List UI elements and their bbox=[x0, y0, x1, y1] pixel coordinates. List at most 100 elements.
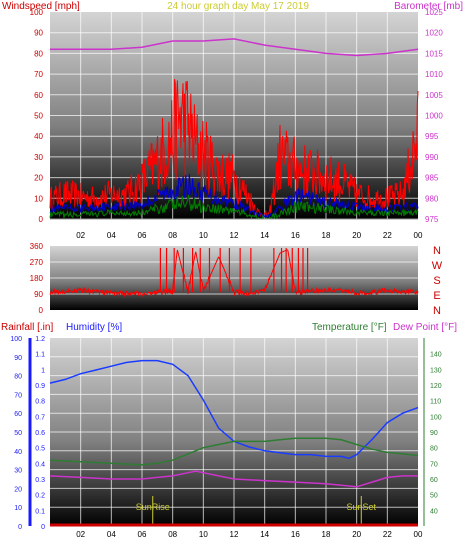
temperature-y-tick-label: 50 bbox=[430, 493, 438, 500]
wind-x-tick-label: 04 bbox=[107, 231, 116, 240]
barometer-series-line bbox=[50, 38, 419, 57]
sunrise-label: SunRise bbox=[136, 502, 170, 512]
wind-x-tick-label: 14 bbox=[260, 231, 269, 240]
barometer-y-tick-label: 995 bbox=[425, 132, 439, 141]
windspeed-series-line bbox=[49, 79, 419, 219]
barometer-axis-title: Barometer [mb] bbox=[394, 1, 463, 12]
wind-x-tick-label: 06 bbox=[138, 231, 147, 240]
humidity-x-tick-label: 04 bbox=[107, 530, 116, 539]
rainfall-y-tick-label: 0.5 bbox=[35, 446, 45, 453]
barometer-y-tick-label: 985 bbox=[425, 174, 439, 183]
windspeed-y-tick-label: 90 bbox=[34, 29, 43, 38]
humidity-axis-title: Humidity [%] bbox=[66, 322, 122, 333]
wind-x-tick-label: 12 bbox=[230, 231, 239, 240]
compass-label: N bbox=[433, 245, 441, 257]
humidity-y-tick-label: 90 bbox=[14, 355, 22, 362]
humidity-x-tick-label: 08 bbox=[168, 530, 177, 539]
humidity-x-tick-label: 20 bbox=[352, 530, 361, 539]
humidity-y-tick-label: 0 bbox=[18, 524, 22, 531]
rainfall-y-tick-label: 0.7 bbox=[35, 414, 45, 421]
rainfall-y-tick-label: 0.4 bbox=[35, 461, 45, 468]
temperature-y-tick-label: 110 bbox=[430, 399, 441, 406]
temperature-y-tick-label: 100 bbox=[430, 414, 442, 421]
wind-x-tick-label: 16 bbox=[291, 231, 300, 240]
windspeed-y-tick-label: 50 bbox=[34, 112, 43, 121]
humidity-y-tick-label: 20 bbox=[14, 486, 22, 493]
humidity-x-tick-label: 10 bbox=[199, 530, 208, 539]
humidity-x-tick-label: 06 bbox=[138, 530, 147, 539]
sunset-label: SunSet bbox=[347, 502, 377, 512]
barometer-y-tick-label: 1010 bbox=[425, 70, 443, 79]
wind-x-tick-label: 20 bbox=[352, 231, 361, 240]
humidity-x-tick-label: 18 bbox=[322, 530, 331, 539]
wind-x-tick-label: 08 bbox=[168, 231, 177, 240]
humidity-y-tick-label: 70 bbox=[14, 392, 22, 399]
temperature-y-tick-label: 40 bbox=[430, 508, 438, 515]
humidity-y-tick-label: 100 bbox=[10, 336, 22, 343]
wind-barometer-panel: 0102030405060708090100975980985990995100… bbox=[30, 8, 444, 240]
compass-label: N bbox=[433, 305, 441, 317]
barometer-y-tick-label: 990 bbox=[425, 153, 439, 162]
average-series-line bbox=[49, 194, 419, 220]
rainfall-y-tick-label: 1.1 bbox=[35, 352, 45, 359]
windspeed-y-tick-label: 60 bbox=[34, 91, 43, 100]
humidity-x-tick-label: 00 bbox=[414, 530, 423, 539]
humidity-y-tick-label: 50 bbox=[14, 430, 22, 437]
direction-y-tick-label: 360 bbox=[30, 242, 44, 251]
humidity-y-tick-label: 30 bbox=[14, 468, 22, 475]
windspeed-y-tick-label: 70 bbox=[34, 70, 43, 79]
barometer-y-tick-label: 1020 bbox=[425, 29, 443, 38]
rainfall-y-tick-label: 0.3 bbox=[35, 477, 45, 484]
temperature-y-tick-label: 140 bbox=[430, 352, 442, 359]
humidity-x-tick-label: 16 bbox=[291, 530, 300, 539]
rainfall-y-tick-label: 0.2 bbox=[35, 493, 45, 500]
barometer-y-tick-label: 1025 bbox=[425, 8, 443, 17]
temperature-y-tick-label: 90 bbox=[430, 430, 438, 437]
humidity-x-tick-label: 02 bbox=[76, 530, 85, 539]
rainfall-y-tick-label: 1.2 bbox=[35, 336, 45, 343]
graph-title: 24 hour graph day May 17 2019 bbox=[167, 1, 309, 12]
rainfall-y-tick-label: 0 bbox=[41, 524, 45, 531]
barometer-y-tick-label: 1005 bbox=[425, 91, 443, 100]
dewpoint-axis-title: Dew Point [°F] bbox=[393, 322, 457, 333]
temperature-y-tick-label: 70 bbox=[430, 461, 438, 468]
humidity-x-tick-label: 14 bbox=[260, 530, 269, 539]
rainfall-axis-title: Rainfall [.in] bbox=[1, 322, 53, 333]
humidity-y-tick-label: 40 bbox=[14, 449, 22, 456]
direction-y-tick-label: 180 bbox=[30, 274, 44, 283]
humidity-y-tick-label: 10 bbox=[14, 505, 22, 512]
temperature-y-tick-label: 60 bbox=[430, 477, 438, 484]
temperature-y-tick-label: 80 bbox=[430, 446, 438, 453]
direction-y-tick-label: 270 bbox=[30, 258, 44, 267]
compass-label: E bbox=[433, 290, 440, 302]
wind-x-tick-label: 22 bbox=[383, 231, 392, 240]
wind-x-tick-label: 02 bbox=[76, 231, 85, 240]
humidity-series-line bbox=[49, 359, 419, 460]
compass-label: S bbox=[433, 275, 440, 287]
windspeed-y-tick-label: 20 bbox=[34, 174, 43, 183]
rainfall-y-tick-label: 0.9 bbox=[35, 383, 45, 390]
compass-label: W bbox=[432, 260, 443, 272]
windspeed-y-tick-label: 40 bbox=[34, 132, 43, 141]
temperature-axis-title: Temperature [°F] bbox=[312, 322, 387, 333]
humidity-y-tick-label: 80 bbox=[14, 374, 22, 381]
humidity-x-tick-label: 22 bbox=[383, 530, 392, 539]
wind-x-tick-label: 00 bbox=[414, 231, 423, 240]
temperature-series-line bbox=[49, 437, 419, 466]
windspeed-y-tick-label: 100 bbox=[30, 8, 44, 17]
barometer-y-tick-label: 975 bbox=[425, 215, 439, 224]
rainfall-y-tick-label: 0.6 bbox=[35, 430, 45, 437]
windspeed-y-tick-label: 0 bbox=[39, 215, 44, 224]
wind-x-tick-label: 18 bbox=[322, 231, 331, 240]
windspeed-y-tick-label: 10 bbox=[34, 194, 43, 203]
humidity-x-tick-label: 12 bbox=[230, 530, 239, 539]
rainfall-y-tick-label: 0.8 bbox=[35, 399, 45, 406]
windspeed-y-tick-label: 30 bbox=[34, 153, 43, 162]
wind-direction-series-line bbox=[49, 249, 419, 298]
barometer-y-tick-label: 1000 bbox=[425, 112, 443, 121]
wind-x-tick-label: 10 bbox=[199, 231, 208, 240]
temperature-y-tick-label: 130 bbox=[430, 367, 442, 374]
